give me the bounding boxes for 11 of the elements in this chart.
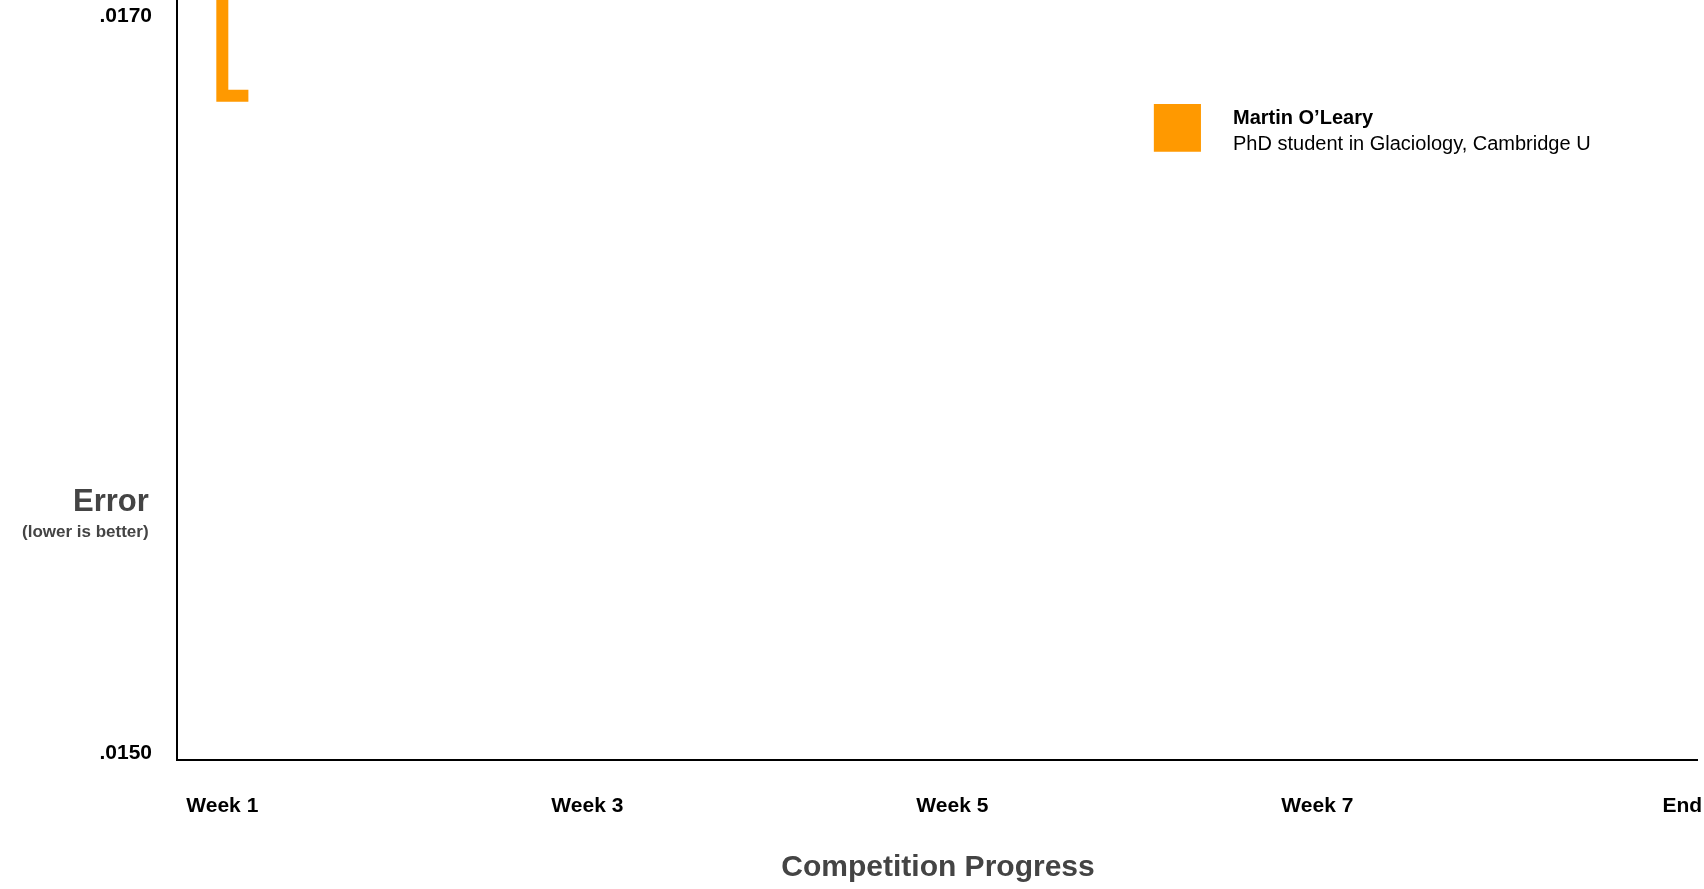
y-tick-label: .0150 (99, 739, 153, 763)
annotation: PhD student in Glaciology, Cambridge U (1233, 132, 1591, 154)
x-tick-label: Week 3 (551, 792, 624, 816)
legend-label: Martin O’Leary (1233, 106, 1374, 128)
x-axis-title: Competition Progress (781, 848, 1095, 882)
x-tick-label: End (1662, 792, 1703, 816)
x-tick-label: Week 5 (916, 792, 989, 816)
y-axis-title: Error (lower is better) (22, 483, 149, 541)
x-tick-label: Week 1 (186, 792, 259, 816)
y-tick-label: .0170 (99, 3, 153, 27)
x-tick-label: Week 7 (1281, 792, 1354, 816)
